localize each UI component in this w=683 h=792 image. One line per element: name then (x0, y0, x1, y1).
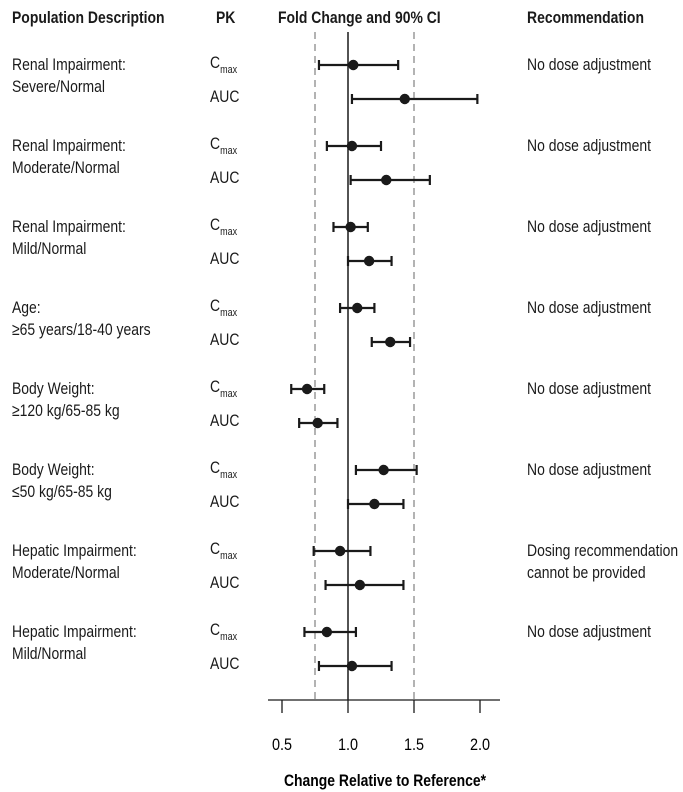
point-estimate-marker (354, 579, 366, 591)
header-population: Population Description (12, 8, 165, 27)
recommendation-line1: No dose adjustment (527, 460, 651, 479)
population-label-line1: Age: (12, 298, 41, 317)
header-recommendation: Recommendation (527, 8, 644, 27)
pk-label-cmax: Cmax (210, 215, 237, 238)
pk-label-cmax: Cmax (210, 296, 237, 319)
pk-label-auc: AUC (210, 330, 240, 349)
point-estimate-marker (301, 383, 313, 395)
pk-label-cmax: Cmax (210, 458, 237, 481)
population-label-line1: Renal Impairment: (12, 55, 126, 74)
pk-cmax-main: C (210, 53, 221, 72)
recommendation-line2: cannot be provided (527, 563, 646, 582)
population-label-line1: Body Weight: (12, 379, 95, 398)
pk-label-auc: AUC (210, 492, 240, 511)
pk-cmax-subscript: max (220, 307, 238, 319)
point-estimate-marker (352, 302, 363, 314)
population-label-line2: ≥120 kg/65-85 kg (12, 401, 120, 420)
pk-cmax-subscript: max (220, 631, 238, 643)
x-tick-label: 1.5 (404, 736, 424, 754)
pk-cmax-subscript: max (220, 469, 238, 481)
point-estimate-marker (321, 626, 333, 638)
population-label-line2: Mild/Normal (12, 239, 87, 258)
x-tick-label: 0.5 (272, 736, 292, 754)
pk-label-cmax: Cmax (210, 53, 237, 76)
point-estimate-marker (348, 59, 359, 71)
recommendation-line1: No dose adjustment (527, 217, 651, 236)
pk-label-auc: AUC (210, 87, 240, 106)
recommendation-line1: Dosing recommendation (527, 541, 679, 560)
population-label-line2: Mild/Normal (12, 644, 87, 663)
pk-cmax-subscript: max (220, 145, 238, 157)
population-label-line1: Renal Impairment: (12, 217, 126, 236)
population-label-line1: Hepatic Impairment: (12, 541, 137, 560)
pk-cmax-subscript: max (220, 226, 238, 238)
point-estimate-marker (385, 336, 396, 348)
point-estimate-marker (369, 498, 380, 510)
population-label-line1: Renal Impairment: (12, 136, 126, 155)
pk-cmax-main: C (210, 539, 221, 558)
header-fold-change: Fold Change and 90% CI (278, 8, 441, 27)
pk-cmax-subscript: max (220, 64, 238, 76)
pk-cmax-main: C (210, 296, 221, 315)
pk-label-auc: AUC (210, 573, 240, 592)
pk-cmax-subscript: max (220, 388, 238, 400)
population-label-line2: Moderate/Normal (12, 158, 120, 177)
x-axis-title: Change Relative to Reference* (284, 772, 487, 791)
point-estimate-marker (378, 464, 389, 476)
population-label-line1: Hepatic Impairment: (12, 622, 137, 641)
recommendation-line1: No dose adjustment (527, 55, 651, 74)
point-estimate-marker (346, 660, 358, 672)
pk-label-auc: AUC (210, 654, 240, 673)
pk-label-cmax: Cmax (210, 620, 237, 643)
pk-cmax-main: C (210, 377, 221, 396)
recommendation-line1: No dose adjustment (527, 298, 651, 317)
population-label-line2: ≤50 kg/65-85 kg (12, 482, 112, 501)
pk-cmax-main: C (210, 134, 221, 153)
point-estimate-marker (363, 255, 375, 267)
population-label-line2: Severe/Normal (12, 77, 105, 96)
pk-label-auc: AUC (210, 249, 240, 268)
point-estimate-marker (399, 93, 410, 105)
point-estimate-marker (345, 221, 356, 233)
recommendation-line1: No dose adjustment (527, 622, 651, 641)
point-estimate-marker (346, 140, 358, 152)
pk-cmax-main: C (210, 215, 221, 234)
population-label-line2: Moderate/Normal (12, 563, 120, 582)
point-estimate-marker (334, 545, 346, 557)
recommendation-line1: No dose adjustment (527, 136, 651, 155)
pk-cmax-main: C (210, 458, 221, 477)
header-pk: PK (216, 8, 236, 27)
x-tick-label: 1.0 (338, 736, 358, 754)
recommendation-line1: No dose adjustment (527, 379, 651, 398)
point-estimate-marker (312, 417, 323, 429)
pk-label-cmax: Cmax (210, 134, 237, 157)
pk-label-auc: AUC (210, 168, 240, 187)
pk-label-cmax: Cmax (210, 377, 237, 400)
pk-cmax-main: C (210, 620, 221, 639)
x-tick-label: 2.0 (470, 736, 490, 754)
population-label-line1: Body Weight: (12, 460, 95, 479)
point-estimate-marker (381, 174, 392, 186)
pk-cmax-subscript: max (220, 550, 238, 562)
pk-label-auc: AUC (210, 411, 240, 430)
population-label-line2: ≥65 years/18-40 years (12, 320, 151, 339)
pk-label-cmax: Cmax (210, 539, 237, 562)
